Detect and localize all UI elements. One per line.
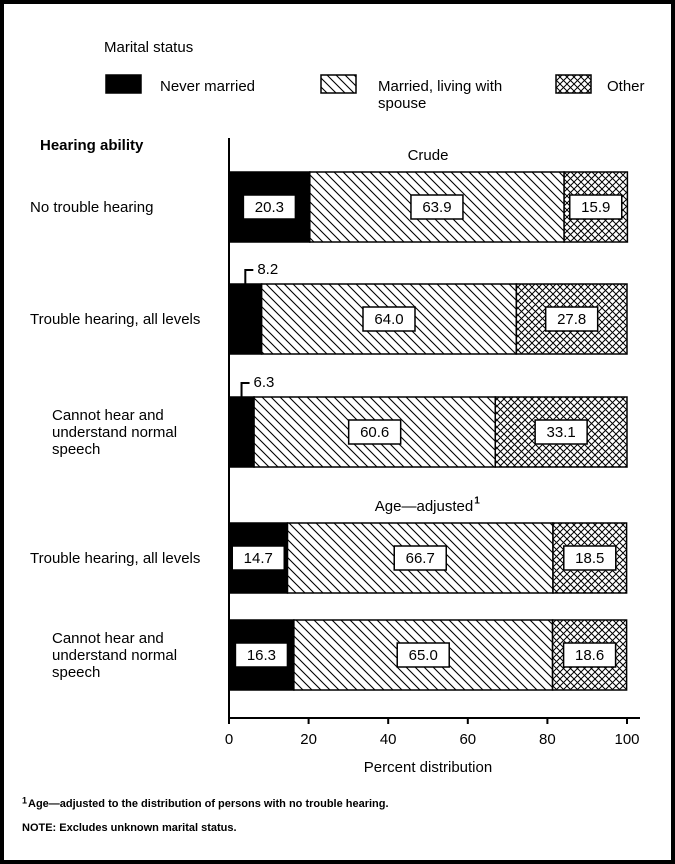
value-label: 8.2 [257, 261, 278, 278]
leader-line [244, 269, 254, 292]
legend-title: Marital status [104, 39, 193, 56]
footnote-marker: 1 [22, 795, 27, 805]
x-tick-label: 100 [614, 731, 639, 748]
group-label: Age—adjusted [375, 498, 473, 515]
value-label: 20.3 [255, 199, 284, 216]
value-label: 18.5 [575, 550, 604, 567]
value-label-box [347, 419, 402, 445]
value-label-box [393, 545, 447, 571]
value-label-box [362, 306, 416, 332]
value-label-box [563, 545, 617, 571]
value-label-box [410, 194, 464, 220]
category-label: Trouble hearing, all levels [30, 549, 201, 567]
legend-label: Never married [160, 78, 256, 95]
legend-swatch [105, 74, 142, 94]
x-tick-label: 0 [225, 731, 233, 748]
value-label-box [544, 306, 599, 332]
value-label-box [231, 545, 286, 571]
value-label: 64.0 [374, 311, 403, 328]
value-label: 66.7 [406, 550, 435, 567]
bar-segment [228, 283, 263, 355]
x-tick-label: 60 [459, 731, 476, 748]
x-tick-label: 80 [539, 731, 556, 748]
bar-segment [228, 396, 255, 468]
category-label: Cannot hear and understand normal speech [52, 406, 178, 458]
legend-swatch [320, 74, 357, 94]
value-label-box [242, 194, 297, 220]
value-label-box [569, 194, 623, 220]
value-label-box [562, 642, 617, 668]
value-label: 33.1 [547, 424, 576, 441]
value-label: 18.6 [575, 647, 604, 664]
note: NOTE: Excludes unknown marital status. [22, 822, 237, 834]
value-label: 60.6 [360, 424, 389, 441]
group-label: Crude [408, 147, 449, 164]
x-tick-label: 40 [380, 731, 397, 748]
legend-label: Married, living with spouse [378, 78, 503, 112]
value-label: 15.9 [581, 199, 610, 216]
category-label: Trouble hearing, all levels [30, 310, 201, 328]
value-label: 16.3 [247, 647, 276, 664]
value-label: 63.9 [422, 199, 451, 216]
category-label: Cannot hear and understand normal speech [52, 629, 178, 681]
value-label: 65.0 [409, 647, 438, 664]
value-label: 14.7 [244, 550, 273, 567]
value-label: 6.3 [254, 374, 275, 391]
footnote: Age—adjusted to the distribution of pers… [28, 798, 389, 810]
category-label: No trouble hearing [30, 198, 154, 216]
x-tick-label: 20 [300, 731, 317, 748]
value-label-box [234, 642, 289, 668]
value-label-box [534, 419, 588, 445]
legend-swatch [555, 74, 592, 94]
leader-line [240, 382, 250, 405]
legend-label: Other [607, 78, 645, 95]
group-note-marker: 1 [474, 496, 480, 507]
x-axis-label: Percent distribution [364, 759, 492, 776]
value-label: 27.8 [557, 311, 586, 328]
axis-title: Hearing ability [40, 137, 144, 154]
value-label-box [396, 642, 450, 668]
